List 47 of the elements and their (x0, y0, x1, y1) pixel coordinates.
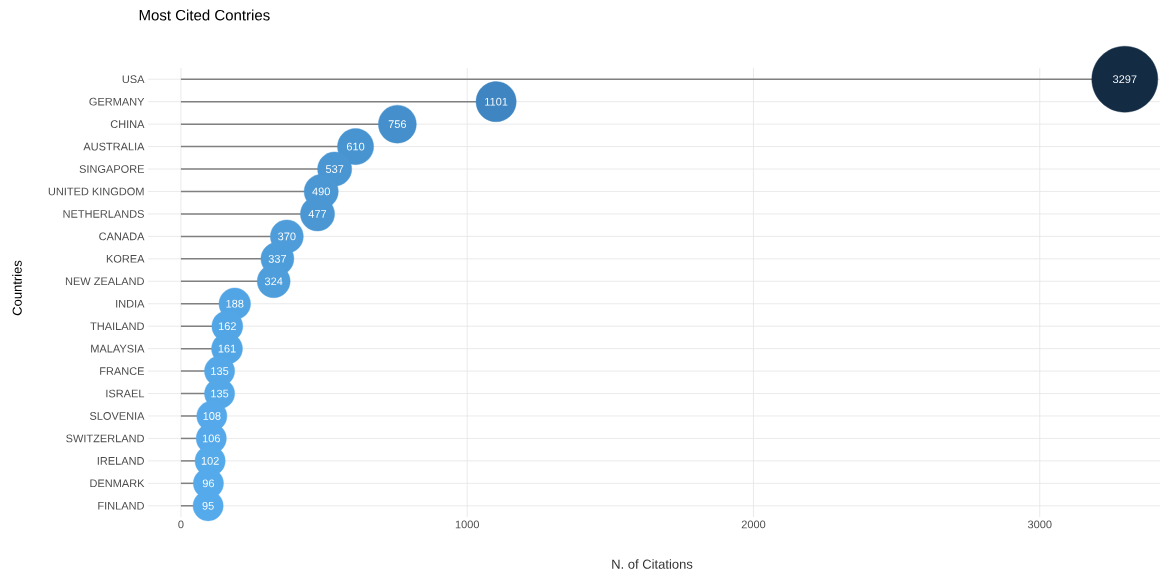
y-tick-label: AUSTRALIA (83, 142, 145, 151)
y-tick-label: FRANCE (100, 367, 144, 375)
data-label: 337 (268, 254, 287, 263)
x-tick-label: 0 (178, 520, 184, 529)
data-label: 106 (202, 434, 220, 443)
data-label: 135 (211, 389, 229, 398)
data-label: 96 (202, 479, 215, 488)
y-tick-label: FINLAND (98, 502, 144, 510)
chart-title: Most Cited Contries (139, 9, 270, 21)
y-tick-label: NEW ZEALAND (65, 277, 144, 286)
y-tick-label: SINGAPORE (79, 165, 144, 173)
data-label: 324 (264, 277, 283, 286)
x-axis-title: N. of Citations (612, 559, 693, 569)
y-tick-label: NETHERLANDS (63, 210, 144, 218)
y-tick-label: THAILAND (90, 322, 144, 330)
data-label: 102 (201, 456, 219, 465)
x-tick-label: 2000 (741, 520, 766, 529)
data-label: 135 (211, 367, 229, 375)
x-tick-label: 1000 (455, 520, 480, 529)
y-tick-label: USA (122, 75, 145, 84)
data-label: 756 (388, 120, 407, 129)
y-tick-label: DENMARK (90, 479, 145, 488)
data-label: 95 (202, 501, 214, 510)
data-label: 477 (308, 210, 327, 218)
data-label: 370 (278, 232, 296, 241)
y-tick-label: ISRAEL (106, 389, 145, 398)
data-label: 108 (203, 412, 221, 420)
y-tick-label: SWITZERLAND (66, 434, 144, 443)
data-label: 490 (312, 187, 330, 196)
data-label: 610 (346, 142, 365, 151)
data-label: 188 (226, 299, 244, 308)
y-axis-title: Countries (12, 260, 22, 316)
y-tick-label: INDIA (116, 299, 145, 308)
y-tick-label: CANADA (99, 232, 145, 241)
data-label: 161 (218, 344, 236, 353)
data-label: 162 (218, 322, 236, 331)
y-tick-label: KOREA (106, 254, 145, 263)
data-label: 1101 (485, 97, 508, 106)
data-label: 3297 (1112, 75, 1137, 84)
y-tick-label: IRELAND (97, 457, 144, 465)
x-tick-label: 3000 (1027, 520, 1052, 529)
y-tick-label: CHINA (110, 120, 145, 129)
y-tick-label: GERMANY (89, 97, 145, 106)
data-label: 537 (325, 165, 344, 173)
y-tick-label: UNITED KINGDOM (48, 187, 144, 196)
y-tick-label: SLOVENIA (89, 412, 145, 420)
y-tick-label: MALAYSIA (91, 344, 145, 353)
